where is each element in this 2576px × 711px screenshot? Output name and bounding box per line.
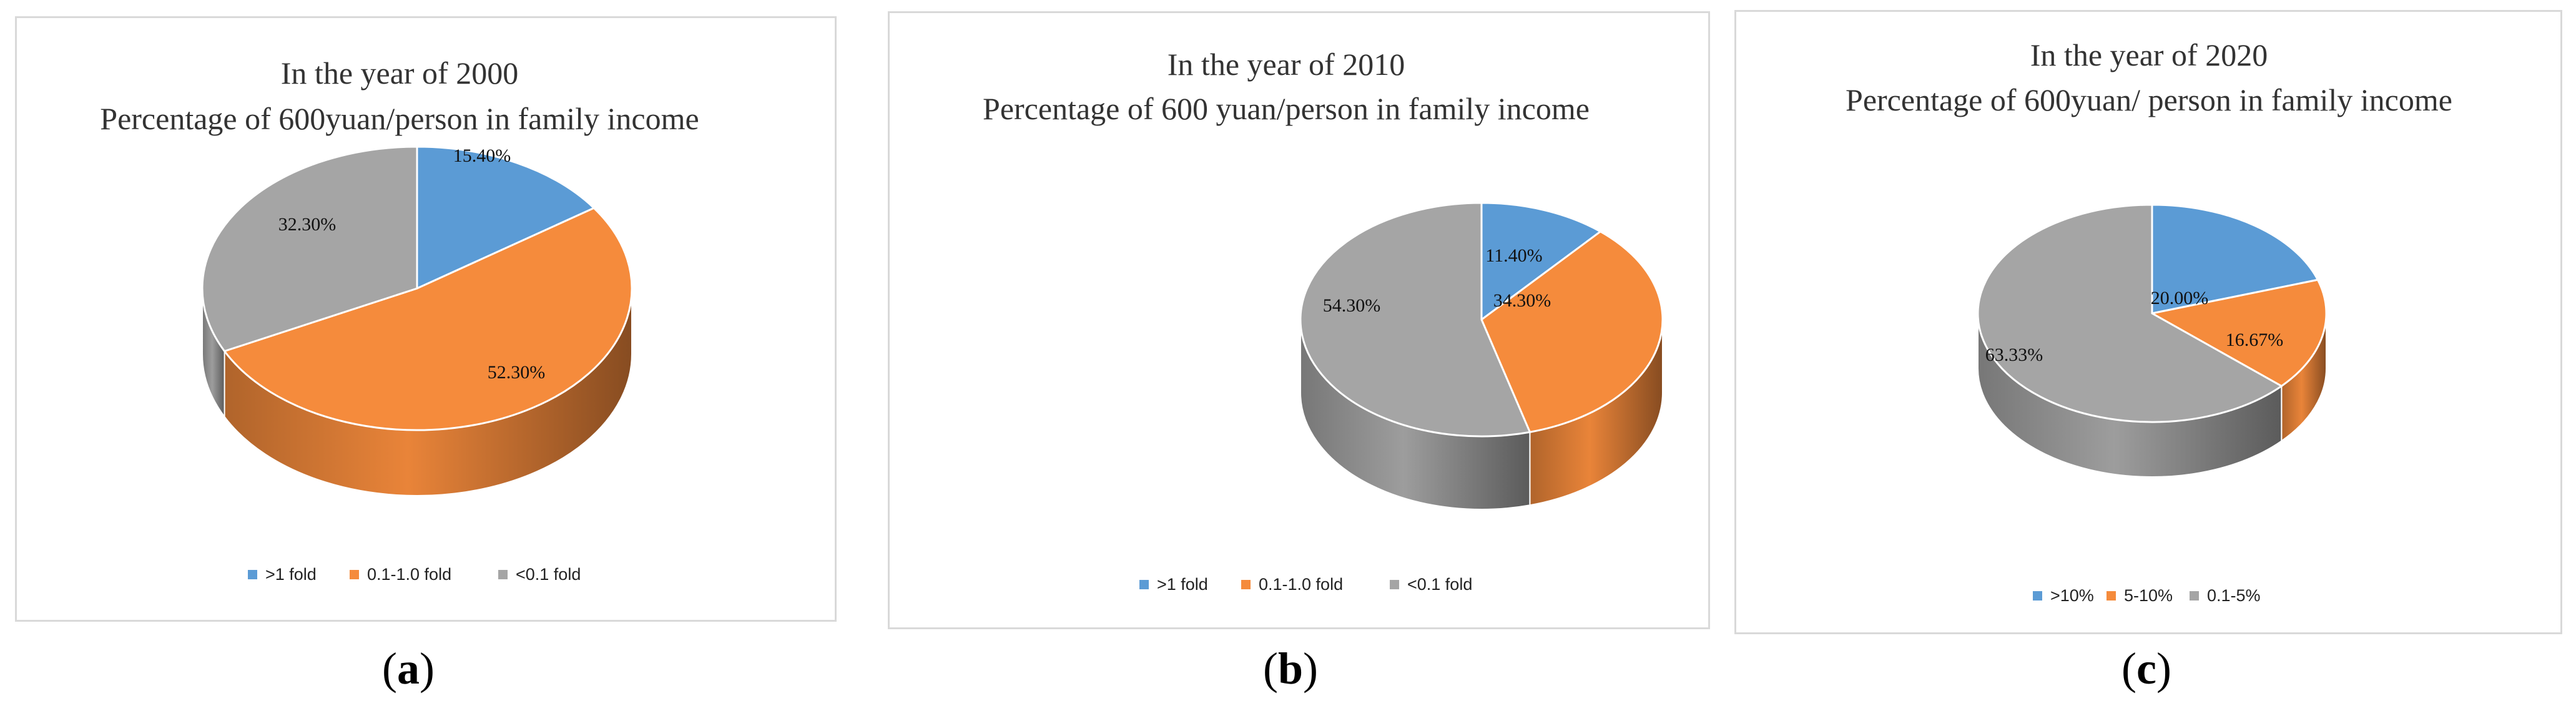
slice-data-label: 20.00% [2151, 288, 2209, 308]
legend-label: 0.1-5% [2207, 586, 2261, 605]
legend-label: 5-10% [2124, 586, 2173, 605]
pie-chart-svg: 15.40% 52.30% 32.30% In the year of 2000 Per… [100, 56, 699, 584]
legend-swatch [1241, 580, 1251, 589]
pie-slice [2149, 278, 2328, 388]
pie-slice [201, 145, 418, 353]
slice-data-label: 16.67% [2226, 330, 2284, 350]
legend-swatch [498, 570, 508, 579]
slice-data-label: 11.40% [1485, 245, 1542, 266]
slice-data-label: 63.33% [1985, 345, 2043, 365]
pie-slice [1480, 202, 1603, 321]
subfigure-caption-b: (b) [1263, 644, 1319, 694]
pie-chart-svg: 20.00% 16.67% 63.33% In the year of 2020 Per… [1846, 37, 2452, 605]
pie-chart-svg: 11.40% 34.30% 54.30% In the year of 2010 Per… [983, 47, 1664, 594]
slice-data-label: 54.30% [1323, 295, 1381, 316]
legend-swatch [1390, 580, 1399, 589]
legend-swatch [2033, 591, 2042, 601]
legend-label: 0.1-1.0 fold [367, 565, 451, 584]
legend-swatch [350, 570, 359, 579]
chart-title: In the year of 2010 [1168, 47, 1405, 82]
legend-label: >10% [2050, 586, 2094, 605]
slice-data-label: 32.30% [278, 214, 337, 235]
legend-swatch [248, 570, 257, 579]
legend-label: <0.1 fold [1407, 575, 1472, 594]
legend-swatch [2190, 591, 2199, 601]
subfigure-caption-c: (c) [2121, 644, 2171, 694]
chart-title: In the year of 2020 [2030, 37, 2268, 72]
pie-chart-2010: 11.40% 34.30% 54.30% In the year of 2010 Per… [888, 11, 1710, 629]
pie-slice [416, 145, 596, 290]
pie-slice [1977, 203, 2284, 423]
slice-data-label: 34.30% [1493, 290, 1551, 311]
legend-label: >1 fold [265, 565, 317, 584]
chart-subtitle: Percentage of 600 yuan/person in family … [983, 91, 1590, 126]
legend-label: >1 fold [1157, 575, 1208, 594]
legend-swatch [2107, 591, 2116, 601]
legend-swatch [1139, 580, 1149, 589]
subfigure-caption-a: (a) [382, 644, 435, 694]
legend-label: 0.1-1.0 fold [1259, 575, 1343, 594]
pie-chart-2000: 15.40% 52.30% 32.30% In the year of 2000 Per… [15, 16, 837, 622]
chart-subtitle: Percentage of 600yuan/person in family i… [100, 101, 699, 136]
chart-subtitle: Percentage of 600yuan/ person in family … [1846, 82, 2452, 117]
pie-chart-2020: 20.00% 16.67% 63.33% In the year of 2020 Per… [1734, 10, 2562, 634]
legend-label: <0.1 fold [516, 565, 581, 584]
pie-slice [223, 207, 633, 431]
pie-slice [1299, 202, 1531, 438]
pie-slice [2151, 203, 2319, 315]
pie-slice [1480, 230, 1664, 433]
slice-data-label: 52.30% [488, 362, 546, 383]
slice-data-label: 15.40% [453, 145, 511, 166]
chart-title: In the year of 2000 [281, 56, 518, 91]
